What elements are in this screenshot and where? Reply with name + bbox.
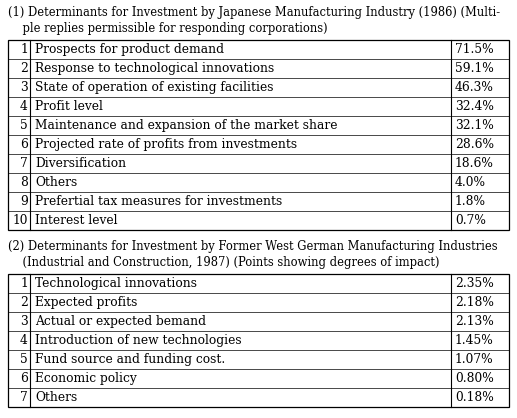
Text: (1) Determinants for Investment by Japanese Manufacturing Industry (1986) (Multi: (1) Determinants for Investment by Japan… xyxy=(8,6,500,19)
Text: 1.07%: 1.07% xyxy=(455,353,494,366)
Text: 71.5%: 71.5% xyxy=(455,43,494,56)
Text: 2.13%: 2.13% xyxy=(455,315,494,328)
Text: 59.1%: 59.1% xyxy=(455,62,494,75)
Text: Response to technological innovations: Response to technological innovations xyxy=(35,62,274,75)
Text: 9: 9 xyxy=(20,195,28,208)
Text: 0.7%: 0.7% xyxy=(455,214,486,227)
Text: Introduction of new technologies: Introduction of new technologies xyxy=(35,334,241,347)
Text: 18.6%: 18.6% xyxy=(455,157,494,170)
Text: 8: 8 xyxy=(20,176,28,189)
Text: 6: 6 xyxy=(20,372,28,385)
Text: 4: 4 xyxy=(20,100,28,113)
Text: 1.45%: 1.45% xyxy=(455,334,494,347)
Text: 32.4%: 32.4% xyxy=(455,100,494,113)
Text: 2: 2 xyxy=(20,62,28,75)
Text: State of operation of existing facilities: State of operation of existing facilitie… xyxy=(35,81,273,94)
Text: 7: 7 xyxy=(20,391,28,404)
Text: Actual or expected bemand: Actual or expected bemand xyxy=(35,315,206,328)
Text: 6: 6 xyxy=(20,138,28,151)
Text: 2.18%: 2.18% xyxy=(455,296,494,309)
Text: 3: 3 xyxy=(20,81,28,94)
Text: 10: 10 xyxy=(12,214,28,227)
Text: 0.18%: 0.18% xyxy=(455,391,494,404)
Text: 2: 2 xyxy=(20,296,28,309)
Bar xyxy=(8,274,509,407)
Text: 46.3%: 46.3% xyxy=(455,81,494,94)
Text: 3: 3 xyxy=(20,315,28,328)
Text: (Industrial and Construction, 1987) (Points showing degrees of impact): (Industrial and Construction, 1987) (Poi… xyxy=(8,256,439,269)
Text: 32.1%: 32.1% xyxy=(455,119,494,132)
Text: ple replies permissible for responding corporations): ple replies permissible for responding c… xyxy=(8,22,328,35)
Bar xyxy=(8,40,509,230)
Text: (2) Determinants for Investment by Former West German Manufacturing Industries: (2) Determinants for Investment by Forme… xyxy=(8,240,498,253)
Text: Others: Others xyxy=(35,176,77,189)
Text: 4: 4 xyxy=(20,334,28,347)
Text: Technological innovations: Technological innovations xyxy=(35,277,197,290)
Text: Prospects for product demand: Prospects for product demand xyxy=(35,43,224,56)
Text: Economic policy: Economic policy xyxy=(35,372,137,385)
Text: Fund source and funding cost.: Fund source and funding cost. xyxy=(35,353,225,366)
Text: Prefertial tax measures for investments: Prefertial tax measures for investments xyxy=(35,195,282,208)
Text: Projected rate of profits from investments: Projected rate of profits from investmen… xyxy=(35,138,297,151)
Text: 4.0%: 4.0% xyxy=(455,176,486,189)
Text: 0.80%: 0.80% xyxy=(455,372,494,385)
Text: Diversification: Diversification xyxy=(35,157,126,170)
Text: 1: 1 xyxy=(20,277,28,290)
Text: Interest level: Interest level xyxy=(35,214,117,227)
Text: 28.6%: 28.6% xyxy=(455,138,494,151)
Text: 1.8%: 1.8% xyxy=(455,195,486,208)
Text: Expected profits: Expected profits xyxy=(35,296,138,309)
Text: 2.35%: 2.35% xyxy=(455,277,494,290)
Text: Others: Others xyxy=(35,391,77,404)
Text: 1: 1 xyxy=(20,43,28,56)
Text: 5: 5 xyxy=(20,353,28,366)
Text: Maintenance and expansion of the market share: Maintenance and expansion of the market … xyxy=(35,119,338,132)
Text: 7: 7 xyxy=(20,157,28,170)
Text: Profit level: Profit level xyxy=(35,100,103,113)
Text: 5: 5 xyxy=(20,119,28,132)
